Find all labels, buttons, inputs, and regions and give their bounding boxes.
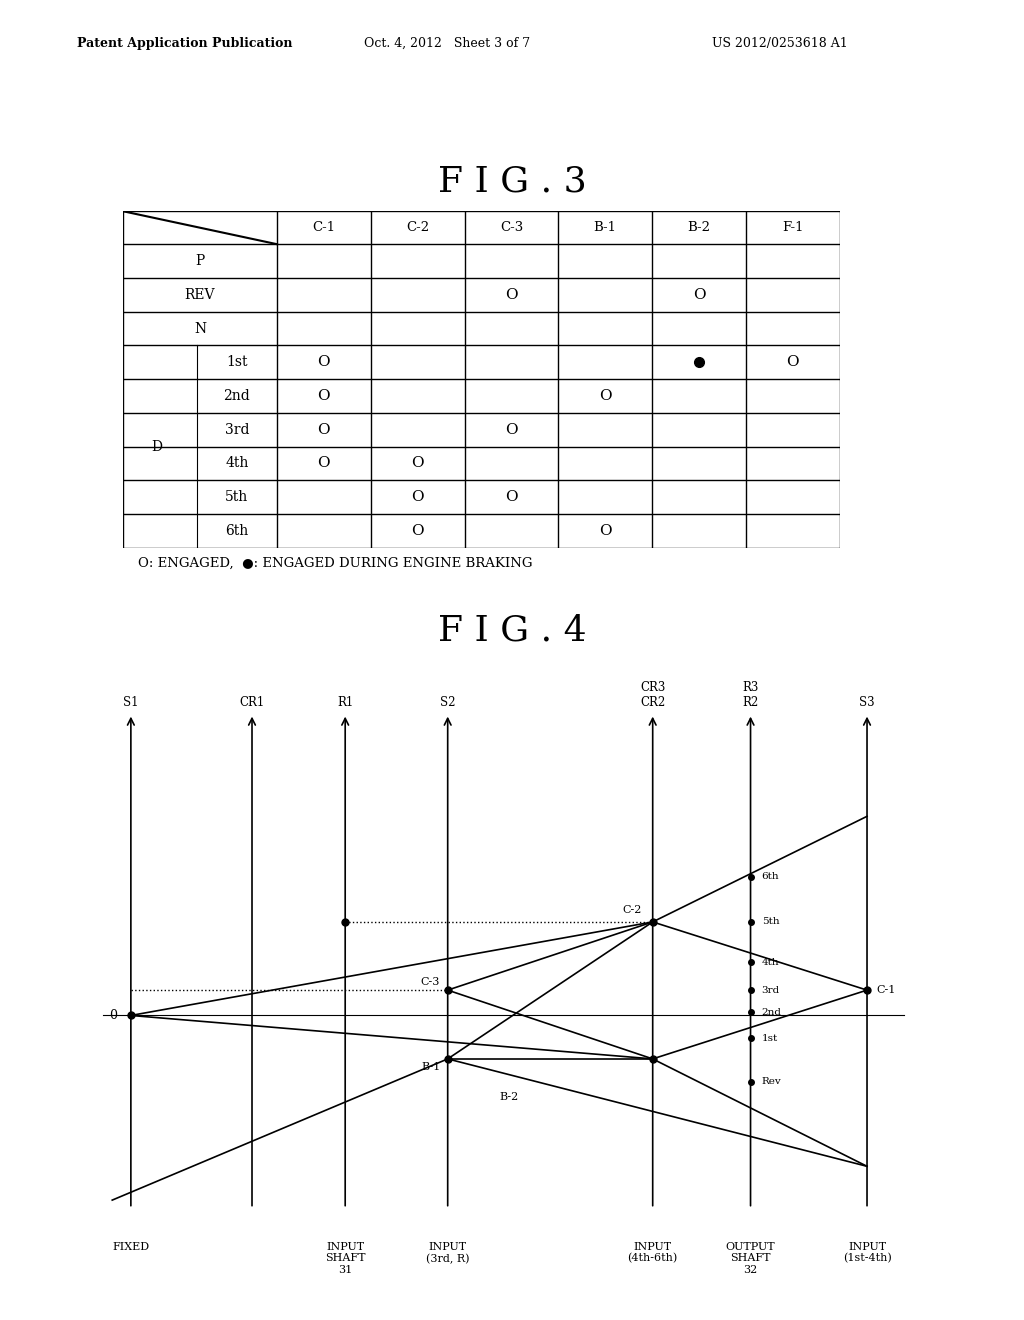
Text: C-2: C-2	[623, 904, 641, 915]
Text: 4th: 4th	[762, 958, 779, 966]
Text: O: O	[317, 457, 330, 470]
Text: B-1: B-1	[421, 1061, 440, 1072]
Text: O: O	[692, 288, 706, 302]
Text: 1st: 1st	[762, 1034, 778, 1043]
Text: F I G . 3: F I G . 3	[437, 165, 587, 199]
Text: O: O	[786, 355, 799, 370]
Text: 2nd: 2nd	[223, 389, 250, 403]
Text: F I G . 4: F I G . 4	[437, 614, 587, 648]
Text: 5th: 5th	[225, 490, 249, 504]
Text: CR3
CR2: CR3 CR2	[640, 681, 666, 709]
Text: P: P	[196, 253, 205, 268]
Text: CR1: CR1	[240, 696, 264, 709]
Text: C-1: C-1	[877, 985, 896, 995]
Text: Patent Application Publication: Patent Application Publication	[77, 37, 292, 50]
Text: F-1: F-1	[782, 222, 804, 234]
Text: O: O	[505, 422, 518, 437]
Text: 0: 0	[109, 1008, 117, 1022]
Text: INPUT
(1st-4th): INPUT (1st-4th)	[843, 1242, 892, 1263]
Text: 2nd: 2nd	[762, 1008, 781, 1016]
Text: O: O	[599, 389, 611, 403]
Text: C-1: C-1	[312, 222, 336, 234]
Text: S1: S1	[123, 696, 138, 709]
Text: 5th: 5th	[762, 917, 779, 927]
Text: FIXED: FIXED	[113, 1242, 150, 1251]
Text: O: O	[505, 288, 518, 302]
Text: S2: S2	[440, 696, 456, 709]
Text: S3: S3	[859, 696, 874, 709]
Text: 3rd: 3rd	[762, 986, 780, 994]
Text: Oct. 4, 2012   Sheet 3 of 7: Oct. 4, 2012 Sheet 3 of 7	[364, 37, 529, 50]
Text: US 2012/0253618 A1: US 2012/0253618 A1	[712, 37, 848, 50]
Text: D: D	[152, 440, 162, 454]
Text: R3
R2: R3 R2	[742, 681, 759, 709]
Text: 4th: 4th	[225, 457, 249, 470]
Text: INPUT
(4th-6th): INPUT (4th-6th)	[628, 1242, 678, 1263]
Text: C-2: C-2	[407, 222, 429, 234]
Text: O: O	[599, 524, 611, 539]
Text: 6th: 6th	[225, 524, 249, 539]
Text: C-3: C-3	[421, 977, 440, 987]
Text: O: O	[412, 490, 424, 504]
Text: N: N	[194, 322, 206, 335]
Text: 6th: 6th	[762, 873, 779, 882]
Text: O: O	[317, 422, 330, 437]
Text: B-2: B-2	[499, 1092, 518, 1102]
Text: OUTPUT
SHAFT
32: OUTPUT SHAFT 32	[726, 1242, 775, 1275]
Text: O: O	[317, 389, 330, 403]
Text: O: O	[505, 490, 518, 504]
Text: O: O	[412, 524, 424, 539]
Text: B-1: B-1	[594, 222, 616, 234]
Text: REV: REV	[184, 288, 215, 302]
Text: INPUT
SHAFT
31: INPUT SHAFT 31	[325, 1242, 366, 1275]
Text: C-3: C-3	[500, 222, 523, 234]
Text: 3rd: 3rd	[224, 422, 249, 437]
Text: O: O	[412, 457, 424, 470]
Text: B-2: B-2	[687, 222, 711, 234]
Text: INPUT
(3rd, R): INPUT (3rd, R)	[426, 1242, 469, 1263]
Text: 1st: 1st	[226, 355, 248, 370]
Text: O: O	[317, 355, 330, 370]
Text: O: ENGAGED,  ●: ENGAGED DURING ENGINE BRAKING: O: ENGAGED, ●: ENGAGED DURING ENGINE BRA…	[138, 557, 532, 570]
Text: Rev: Rev	[762, 1077, 781, 1086]
Text: R1: R1	[337, 696, 353, 709]
